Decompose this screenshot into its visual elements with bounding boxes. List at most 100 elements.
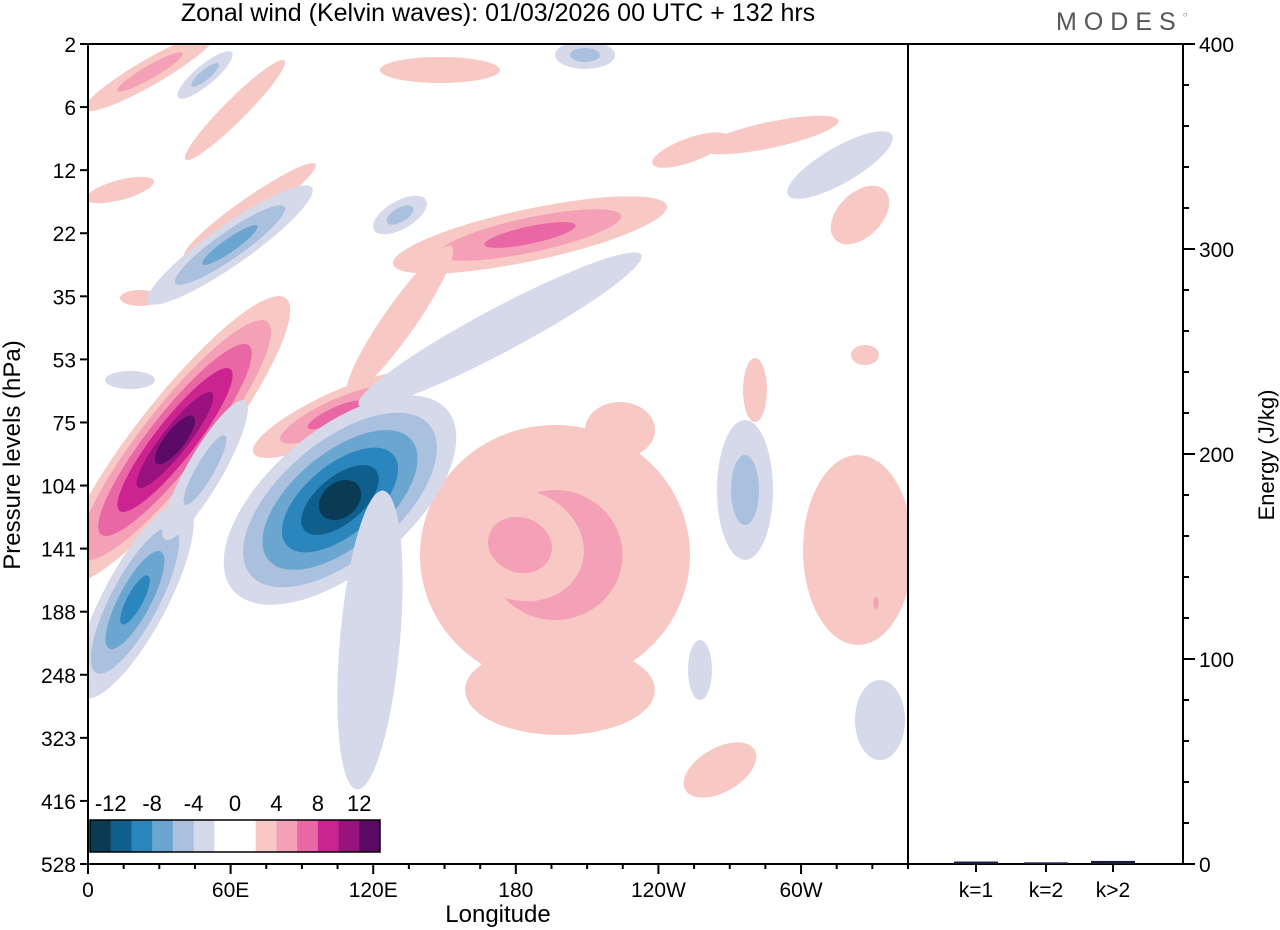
- positive-anomaly: [701, 115, 839, 155]
- negative-anomaly-level: [688, 640, 712, 700]
- positive-anomaly-level: [465, 645, 655, 735]
- y-axis-label: Pressure levels (hPa): [0, 340, 26, 569]
- energy-bar: [1091, 860, 1135, 864]
- positive-anomaly-level: [803, 455, 908, 645]
- pressure-tick-label: 104: [41, 476, 76, 499]
- negative-anomaly: [88, 501, 194, 699]
- colorbar-border: [89, 819, 381, 853]
- energy-tick-label: 100: [1199, 649, 1234, 672]
- negative-anomaly-level: [570, 48, 600, 62]
- logo-mark-icon: ○: [1182, 9, 1188, 19]
- longitude-axis: 0 60E 120E 180 120W 60W: [82, 864, 909, 902]
- positive-anomaly-level: [873, 597, 879, 609]
- modes-logo: MODES○: [1056, 8, 1188, 37]
- positive-anomaly: [652, 132, 728, 168]
- pressure-tick-label: 528: [41, 854, 76, 877]
- chart-title: Zonal wind (Kelvin waves): 01/03/2026 00…: [181, 0, 815, 27]
- colorbar-swatch: [152, 820, 174, 852]
- positive-anomaly: [743, 358, 767, 422]
- colorbar-swatch: [193, 820, 215, 852]
- negative-anomaly: [373, 195, 427, 235]
- pressure-tick-label: 35: [53, 286, 76, 309]
- longitude-tick-label: 0: [82, 879, 94, 902]
- negative-anomaly-level: [337, 490, 403, 790]
- positive-anomaly: [830, 185, 890, 245]
- colorbar-swatch: [214, 820, 236, 852]
- colorbar-swatch: [255, 820, 277, 852]
- negative-anomaly-level: [787, 131, 893, 199]
- energy-bar: [1024, 862, 1068, 864]
- positive-anomaly: [88, 176, 154, 204]
- colorbar-tick-label: -4: [184, 791, 204, 816]
- positive-anomaly-level: [346, 245, 454, 395]
- colorbar-swatch: [317, 820, 340, 852]
- negative-anomaly: [105, 371, 155, 389]
- negative-anomaly: [855, 680, 905, 760]
- positive-anomaly: [465, 645, 655, 735]
- negative-anomaly: [223, 395, 457, 605]
- positive-anomaly: [88, 44, 216, 112]
- logo-text: MODES: [1056, 8, 1183, 36]
- colorbar-swatch: [235, 820, 257, 852]
- energy-category-label: k=1: [959, 879, 993, 902]
- positive-anomaly-level: [585, 402, 655, 458]
- positive-anomaly-level: [307, 400, 363, 430]
- pressure-tick-label: 75: [53, 412, 76, 435]
- negative-anomaly: [688, 640, 712, 700]
- colorbar-swatch: [297, 820, 319, 852]
- energy-category-label: k=2: [1029, 879, 1063, 902]
- positive-anomaly: [683, 742, 757, 798]
- positive-anomaly: [803, 455, 908, 645]
- positive-anomaly-level: [488, 516, 552, 574]
- negative-anomaly-level: [855, 680, 905, 760]
- positive-anomaly: [871, 591, 881, 615]
- colorbar-tick-label: -8: [142, 791, 162, 816]
- x-axis-label: Longitude: [445, 901, 550, 928]
- pressure-axis: 2 6 12 22 35 53 75 104 141 188 248 323 416 528: [41, 34, 88, 877]
- negative-anomaly: [147, 185, 313, 305]
- positive-anomaly-level: [117, 52, 183, 92]
- positive-anomaly: [851, 345, 879, 365]
- positive-anomaly: [380, 57, 500, 83]
- pressure-tick-label: 416: [41, 791, 76, 814]
- positive-anomaly-level: [743, 358, 767, 422]
- negative-anomaly: [337, 490, 403, 790]
- positive-anomaly-level: [484, 222, 576, 248]
- negative-anomaly: [162, 400, 248, 540]
- colorbar-swatch: [90, 820, 112, 852]
- negative-anomaly-level: [731, 455, 759, 525]
- pressure-tick-label: 248: [41, 665, 76, 688]
- energy-panel-border: [907, 43, 1184, 865]
- energy-tick-label: 200: [1199, 444, 1234, 467]
- negative-anomaly: [717, 420, 773, 560]
- negative-anomaly: [787, 131, 893, 199]
- colorbar-swatch: [172, 820, 195, 852]
- positive-anomaly: [585, 402, 655, 458]
- positive-anomaly: [456, 488, 584, 602]
- colorbar: -12 -8 -4 0 4 8 12: [89, 791, 381, 853]
- pressure-tick-label: 323: [41, 728, 76, 751]
- positive-anomaly-level: [683, 742, 757, 798]
- pressure-tick-label: 141: [41, 539, 76, 562]
- energy-panel: k=1 k=2 k>2 0 100 200 300 400 Energy (J/kg): [907, 34, 1279, 902]
- wind-contours: [88, 44, 908, 798]
- positive-anomaly: [184, 59, 286, 161]
- pressure-tick-label: 188: [41, 602, 76, 625]
- colorbar-tick-label: 0: [229, 791, 241, 816]
- colorbar-tick-label: 12: [347, 791, 371, 816]
- longitude-tick-label: 120E: [349, 879, 398, 902]
- longitude-tick-label: 60E: [212, 879, 249, 902]
- positive-anomaly-level: [830, 185, 890, 245]
- positive-anomaly-level: [652, 132, 728, 168]
- negative-anomaly-level: [120, 575, 150, 625]
- energy-axis-label: Energy (J/kg): [1254, 390, 1279, 521]
- negative-anomaly-level: [105, 371, 155, 389]
- energy-tick-label: 300: [1199, 239, 1234, 262]
- negative-anomaly-level: [318, 479, 362, 521]
- pressure-tick-label: 53: [53, 349, 76, 372]
- colorbar-tick-label: 4: [270, 791, 282, 816]
- positive-anomaly: [88, 296, 291, 584]
- pressure-tick-label: 22: [53, 223, 76, 246]
- positive-anomaly-level: [88, 176, 154, 204]
